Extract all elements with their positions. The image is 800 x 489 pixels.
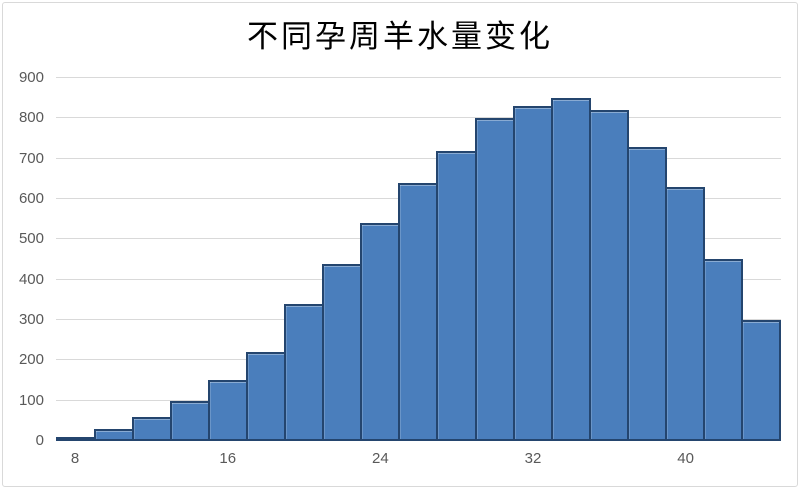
y-tick-label-900: 900 xyxy=(18,69,44,86)
bar-week-8 xyxy=(56,437,97,441)
bar-week-24 xyxy=(360,223,401,441)
bar-week-22 xyxy=(322,264,363,441)
y-tick-label-300: 300 xyxy=(18,311,44,328)
x-tick-label-24: 24 xyxy=(371,450,389,467)
bar-week-36 xyxy=(588,110,629,441)
bar-week-34 xyxy=(550,98,591,441)
bar-week-14 xyxy=(170,401,211,441)
x-tick-label-32: 32 xyxy=(524,450,542,467)
bar-week-44 xyxy=(740,320,781,441)
y-tick-label-500: 500 xyxy=(18,230,44,248)
bar-week-30 xyxy=(474,118,515,441)
bar-week-10 xyxy=(94,429,135,441)
bar-week-40 xyxy=(664,187,705,441)
bar-week-12 xyxy=(132,417,173,441)
bar-week-42 xyxy=(702,259,743,441)
gridline-700 xyxy=(56,157,781,159)
bar-week-38 xyxy=(626,147,667,441)
x-tick-label-16: 16 xyxy=(219,450,237,467)
bar-week-16 xyxy=(208,380,249,441)
bar-week-26 xyxy=(398,183,439,441)
bar-week-28 xyxy=(436,151,477,441)
plot-area xyxy=(56,77,781,441)
chart-title: 不同孕周羊水量变化 xyxy=(247,19,553,55)
y-tick-label-800: 800 xyxy=(18,109,44,127)
bar-week-32 xyxy=(512,106,553,441)
gridline-900 xyxy=(56,77,781,78)
y-tick-label-100: 100 xyxy=(18,391,44,409)
y-tick-label-0: 0 xyxy=(35,432,44,449)
y-tick-label-400: 400 xyxy=(18,270,44,288)
x-tick-label-40: 40 xyxy=(677,450,694,467)
y-tick-label-200: 200 xyxy=(18,351,44,369)
bar-week-20 xyxy=(284,304,325,441)
x-tick-label-8: 8 xyxy=(70,450,80,467)
gridline-800 xyxy=(56,117,781,119)
bars-container xyxy=(56,78,781,441)
y-tick-label-600: 600 xyxy=(18,190,44,207)
y-tick-label-700: 700 xyxy=(18,149,44,167)
bar-week-18 xyxy=(246,352,287,441)
